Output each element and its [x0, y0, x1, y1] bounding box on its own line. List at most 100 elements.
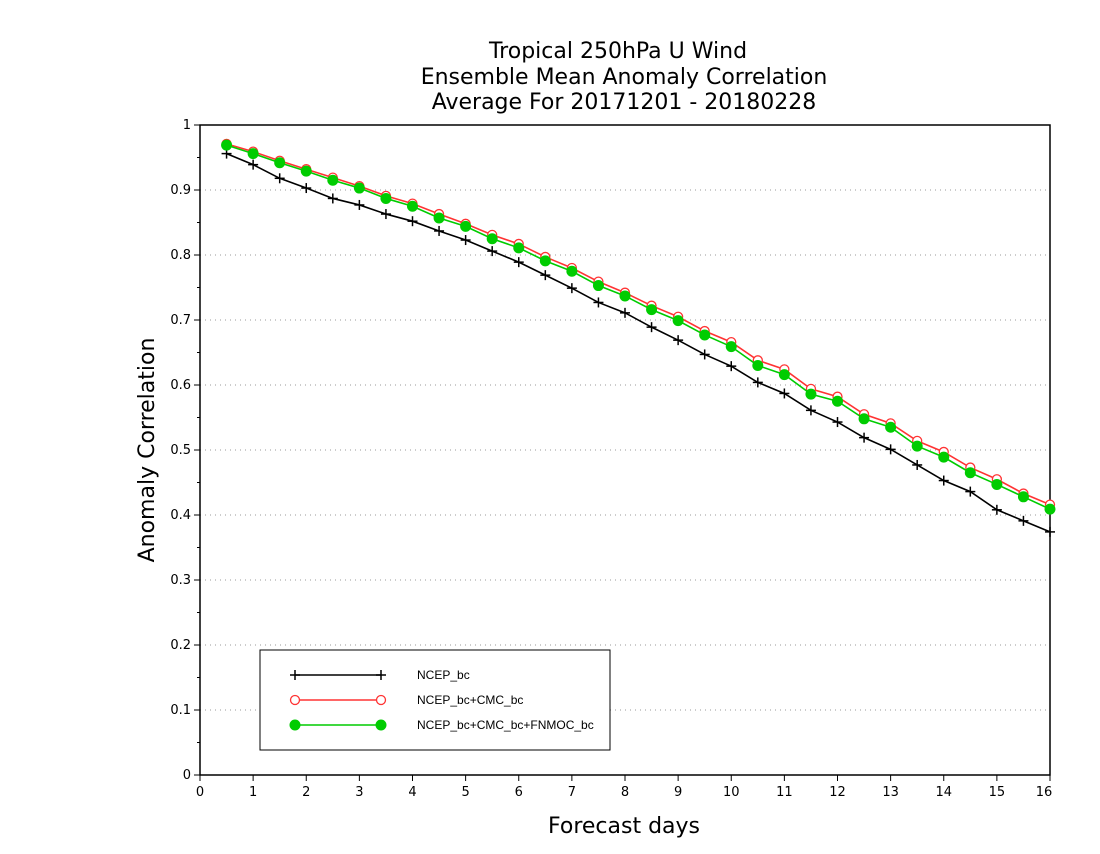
data-point	[248, 159, 259, 170]
data-point	[1017, 491, 1029, 503]
data-point	[460, 220, 472, 232]
data-point	[407, 200, 418, 212]
y-tick-label: 0.9	[170, 183, 191, 198]
legend: NCEP_bc NCEP_bc+CMC_bc NCEP_bc+CMC_bc+FNMO…	[259, 649, 611, 751]
x-tick-label: 6	[515, 785, 523, 800]
data-point	[938, 475, 949, 486]
data-point	[221, 139, 233, 151]
legend-marker	[289, 694, 301, 706]
data-point	[592, 280, 604, 292]
y-tick-label: 0.8	[170, 248, 191, 263]
data-point	[752, 377, 763, 388]
data-point	[646, 304, 658, 316]
legend-marker	[375, 719, 387, 731]
data-point	[433, 212, 445, 224]
x-tick-label: 16	[1036, 785, 1053, 800]
data-point	[566, 283, 577, 294]
x-tick-label: 5	[461, 785, 469, 800]
data-point	[300, 165, 312, 177]
data-point	[859, 432, 870, 443]
legend-label: NCEP_bc+CMC_bc+FNMOC_bc	[417, 718, 594, 732]
data-point	[858, 413, 870, 425]
data-point	[593, 297, 604, 308]
legend-marker	[290, 670, 300, 680]
data-point	[460, 235, 471, 246]
data-point	[832, 395, 843, 407]
data-point	[540, 270, 551, 281]
data-point	[619, 290, 631, 302]
data-point	[699, 349, 710, 360]
series-line	[226, 144, 1051, 510]
legend-entry: NCEP_bc	[290, 668, 470, 682]
legend-entry: NCEP_bc+CMC_bc	[289, 693, 523, 707]
x-tick-label: 1	[249, 785, 257, 800]
data-point	[620, 307, 630, 318]
data-point	[805, 405, 816, 416]
data-point	[699, 329, 711, 341]
grid-layer	[200, 189, 1050, 711]
x-tick-label: 15	[989, 785, 1006, 800]
data-point	[354, 199, 365, 210]
x-tick-label: 12	[829, 785, 846, 800]
legend-marker	[375, 694, 387, 706]
data-point	[247, 148, 259, 160]
data-point	[434, 225, 445, 236]
data-point	[965, 486, 976, 497]
legend-marker	[376, 670, 386, 680]
legend-entries: NCEP_bc NCEP_bc+CMC_bc NCEP_bc+CMC_bc+FNMO…	[289, 668, 594, 732]
series-2	[221, 139, 1056, 515]
data-point	[301, 183, 312, 194]
data-point	[353, 182, 365, 194]
data-point	[1018, 515, 1029, 526]
series-line	[226, 152, 1051, 533]
series-1	[221, 138, 1056, 510]
y-tick-label: 0.5	[170, 443, 191, 458]
x-tick-label: 3	[355, 785, 363, 800]
y-tick-label: 0.7	[170, 313, 191, 328]
y-tick-label: 1	[183, 118, 191, 133]
data-point	[487, 246, 498, 257]
data-point	[991, 504, 1002, 515]
data-point	[380, 192, 392, 204]
data-point	[1045, 526, 1055, 537]
x-tick-label: 8	[621, 785, 629, 800]
data-point	[274, 173, 285, 184]
legend-entry: NCEP_bc+CMC_bc+FNMOC_bc	[289, 718, 594, 732]
chart-title-line-2: Ensemble Mean Anomaly Correlation	[421, 65, 828, 90]
y-tick-label: 0	[183, 768, 191, 783]
x-tick-label: 7	[568, 785, 576, 800]
data-point	[964, 467, 976, 479]
data-point	[486, 233, 498, 245]
x-tick-label: 0	[196, 785, 204, 800]
data-point	[885, 444, 896, 455]
data-point	[912, 459, 923, 470]
data-point	[566, 265, 578, 277]
x-tick-label: 11	[776, 785, 793, 800]
series-layer	[221, 138, 1056, 537]
data-point	[673, 335, 684, 346]
data-point	[539, 255, 551, 267]
data-point	[752, 360, 764, 371]
tick-layer: 00.10.20.30.40.50.60.70.80.910 1 2 3 4 5 6 7 8 9 1…	[170, 118, 1052, 800]
data-point	[672, 315, 684, 327]
legend-marker	[289, 719, 301, 731]
data-point	[778, 369, 790, 381]
data-point	[274, 157, 286, 169]
x-axis-label: Forecast days	[548, 814, 700, 839]
legend-label: NCEP_bc	[417, 668, 470, 682]
chart-title-line-3: Average For 20171201 - 20180228	[432, 90, 817, 115]
data-point	[407, 216, 418, 227]
y-tick-label: 0.4	[170, 508, 191, 523]
x-tick-label: 9	[674, 785, 682, 800]
data-point	[646, 322, 657, 333]
data-point	[885, 421, 897, 433]
y-tick-label: 0.3	[170, 573, 191, 588]
chart-title-line-1: Tropical 250hPa U Wind	[488, 39, 747, 64]
data-point	[1044, 503, 1056, 515]
data-point	[832, 417, 843, 428]
x-tick-label: 10	[723, 785, 740, 800]
y-tick-label: 0.1	[170, 703, 191, 718]
x-tick-label: 4	[408, 785, 416, 800]
data-point	[380, 209, 391, 220]
